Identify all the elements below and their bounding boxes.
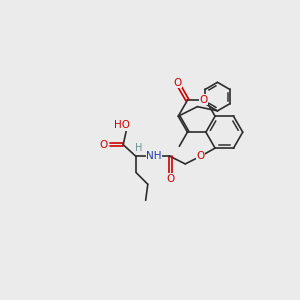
Text: O: O: [100, 140, 108, 150]
Text: O: O: [166, 174, 174, 184]
Text: O: O: [173, 78, 182, 88]
Text: NH: NH: [146, 151, 162, 160]
Text: HO: HO: [114, 120, 130, 130]
Text: H: H: [135, 143, 142, 153]
Text: O: O: [200, 95, 208, 105]
Text: O: O: [196, 152, 204, 161]
